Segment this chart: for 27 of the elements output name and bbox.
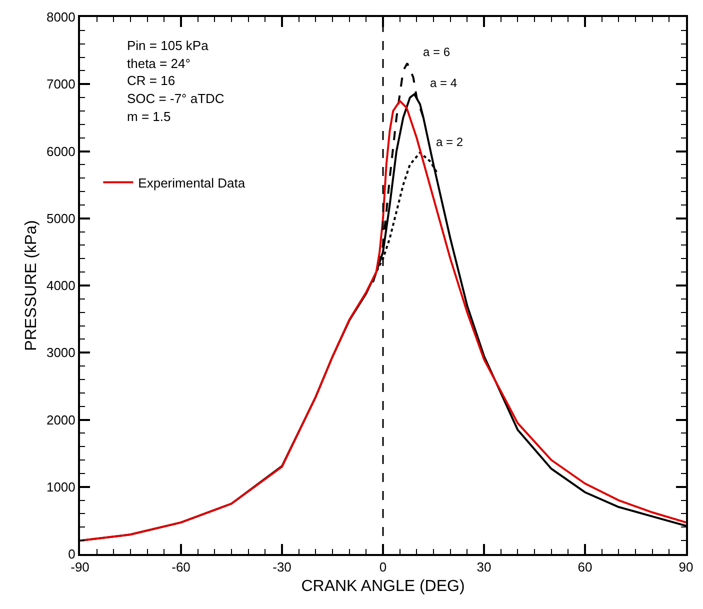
- x-axis-title: CRANK ANGLE (DEG): [301, 578, 465, 595]
- annotation: m = 1.5: [127, 109, 171, 124]
- x-tick-label: -60: [172, 560, 190, 575]
- y-tick-label: 4000: [46, 278, 76, 294]
- y-tick-label: 5000: [46, 210, 76, 226]
- legend-label: Experimental Data: [138, 175, 246, 190]
- y-tick-label: 7000: [46, 76, 76, 92]
- annotation: theta = 24°: [127, 56, 190, 71]
- annotation: a = 4: [430, 76, 458, 90]
- y-axis-title: PRESSURE (kPa): [22, 220, 40, 351]
- x-tick-label: 60: [578, 560, 592, 575]
- x-tick-label: 90: [678, 560, 694, 575]
- y-tick-label: 1000: [46, 479, 76, 494]
- annotation: SOC = -7° aTDC: [127, 91, 224, 106]
- x-tick-label: -30: [272, 560, 292, 575]
- x-tick-label: 30: [476, 560, 492, 575]
- y-tick-label: 2000: [46, 412, 76, 428]
- x-tick-label: -90: [70, 560, 90, 575]
- y-tick-label: 3000: [46, 345, 76, 360]
- annotation: CR = 16: [127, 73, 176, 88]
- y-tick-label: 6000: [46, 144, 76, 159]
- x-tick-label: 0: [379, 560, 387, 575]
- annotation: Pin = 105 kPa: [127, 38, 210, 53]
- annotation: a = 6: [423, 45, 450, 59]
- y-tick-label: 0: [68, 546, 76, 562]
- y-tick-label: 8000: [46, 10, 76, 25]
- annotation: a = 2: [436, 135, 464, 149]
